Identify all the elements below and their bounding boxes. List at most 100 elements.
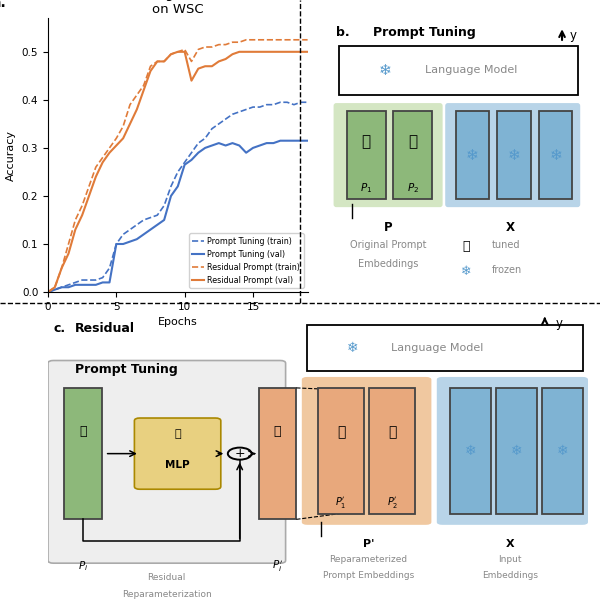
- Text: X: X: [505, 539, 514, 548]
- Residual Prompt (val): [113, 142, 120, 149]
- Prompt Tuning (train): [140, 216, 147, 224]
- Prompt Tuning (train): [51, 286, 58, 293]
- FancyBboxPatch shape: [259, 388, 296, 519]
- Residual Prompt (train): [290, 36, 298, 44]
- Text: 🔥: 🔥: [337, 425, 346, 439]
- Text: $P_2'$: $P_2'$: [387, 496, 398, 510]
- Residual Prompt (val): [188, 77, 195, 84]
- Prompt Tuning (train): [202, 135, 209, 142]
- Line: Residual Prompt (train): Residual Prompt (train): [48, 40, 308, 292]
- Text: Reparameterized: Reparameterized: [329, 555, 407, 564]
- Prompt Tuning (val): [215, 139, 223, 147]
- Residual Prompt (val): [270, 48, 277, 55]
- Text: $P_i$: $P_i$: [78, 559, 88, 573]
- Prompt Tuning (train): [119, 231, 127, 238]
- Prompt Tuning (train): [208, 125, 215, 132]
- Prompt Tuning (train): [242, 106, 250, 113]
- Residual Prompt (val): [297, 48, 304, 55]
- Text: ❄: ❄: [511, 444, 523, 458]
- Prompt Tuning (train): [174, 168, 181, 176]
- Residual Prompt (val): [79, 211, 86, 219]
- Residual Prompt (train): [99, 154, 106, 161]
- Residual Prompt (train): [92, 164, 100, 171]
- Residual Prompt (train): [85, 182, 92, 190]
- FancyBboxPatch shape: [542, 388, 583, 514]
- Prompt Tuning (val): [263, 139, 270, 147]
- FancyBboxPatch shape: [302, 377, 431, 525]
- Text: ❄: ❄: [465, 444, 476, 458]
- Prompt Tuning (train): [304, 99, 311, 106]
- Residual Prompt (val): [51, 284, 58, 291]
- Text: ❄: ❄: [347, 341, 359, 355]
- Prompt Tuning (val): [133, 236, 140, 243]
- Prompt Tuning (val): [79, 281, 86, 288]
- Prompt Tuning (train): [290, 101, 298, 108]
- Residual Prompt (val): [58, 264, 65, 271]
- Residual Prompt (val): [202, 62, 209, 70]
- Prompt Tuning (train): [188, 149, 195, 156]
- Prompt Tuning (val): [44, 288, 52, 296]
- Prompt Tuning (val): [140, 231, 147, 238]
- Prompt Tuning (val): [106, 279, 113, 286]
- Text: 🔥: 🔥: [388, 425, 397, 439]
- Prompt Tuning (val): [119, 241, 127, 248]
- Residual Prompt (train): [161, 58, 168, 65]
- FancyBboxPatch shape: [445, 103, 580, 207]
- Text: $P_1'$: $P_1'$: [335, 496, 347, 510]
- Prompt Tuning (val): [256, 142, 263, 149]
- Prompt Tuning (val): [277, 137, 284, 144]
- Residual Prompt (val): [72, 226, 79, 233]
- Prompt Tuning (val): [65, 284, 72, 291]
- FancyBboxPatch shape: [48, 361, 286, 563]
- Prompt Tuning (val): [161, 216, 168, 224]
- Text: +: +: [235, 447, 245, 460]
- Prompt Tuning (train): [236, 108, 243, 116]
- FancyBboxPatch shape: [539, 112, 572, 199]
- Residual Prompt (val): [92, 173, 100, 181]
- Prompt Tuning (train): [277, 99, 284, 106]
- Residual Prompt (val): [119, 135, 127, 142]
- Prompt Tuning (train): [250, 104, 257, 111]
- FancyBboxPatch shape: [307, 325, 583, 371]
- Prompt Tuning (train): [99, 274, 106, 281]
- Prompt Tuning (val): [51, 286, 58, 293]
- Residual Prompt (train): [119, 122, 127, 130]
- Prompt Tuning (train): [127, 226, 134, 233]
- Residual Prompt (val): [167, 50, 175, 58]
- Residual Prompt (train): [106, 144, 113, 152]
- Text: ❄: ❄: [461, 265, 471, 278]
- Prompt Tuning (val): [242, 149, 250, 156]
- Prompt Tuning (val): [202, 144, 209, 152]
- Text: Prompt Tuning: Prompt Tuning: [373, 27, 475, 39]
- Text: ❄: ❄: [379, 62, 392, 78]
- Residual Prompt (val): [277, 48, 284, 55]
- Text: ❄: ❄: [557, 444, 568, 458]
- Prompt Tuning (val): [147, 226, 154, 233]
- Text: Residual: Residual: [75, 322, 135, 335]
- Text: frozen: frozen: [492, 265, 522, 275]
- Text: c.: c.: [53, 322, 65, 335]
- Residual Prompt (train): [167, 50, 175, 58]
- Residual Prompt (train): [140, 82, 147, 89]
- Text: Embeddings: Embeddings: [358, 259, 418, 269]
- Prompt Tuning (train): [65, 281, 72, 288]
- Residual Prompt (train): [51, 284, 58, 291]
- Residual Prompt (train): [188, 58, 195, 65]
- Residual Prompt (val): [236, 48, 243, 55]
- Prompt Tuning (train): [263, 101, 270, 108]
- Residual Prompt (train): [236, 39, 243, 46]
- Text: 🔥: 🔥: [408, 134, 418, 149]
- Prompt Tuning (val): [58, 284, 65, 291]
- Prompt Tuning (train): [113, 241, 120, 248]
- Prompt Tuning (train): [215, 120, 223, 127]
- Prompt Tuning (val): [290, 137, 298, 144]
- Prompt Tuning (val): [181, 161, 188, 168]
- Residual Prompt (val): [263, 48, 270, 55]
- Prompt Tuning (train): [161, 202, 168, 209]
- Prompt Tuning (train): [297, 99, 304, 106]
- Text: MLP: MLP: [165, 459, 190, 470]
- Prompt Tuning (val): [174, 182, 181, 190]
- Prompt Tuning (val): [304, 137, 311, 144]
- Prompt Tuning (train): [195, 139, 202, 147]
- Residual Prompt (val): [256, 48, 263, 55]
